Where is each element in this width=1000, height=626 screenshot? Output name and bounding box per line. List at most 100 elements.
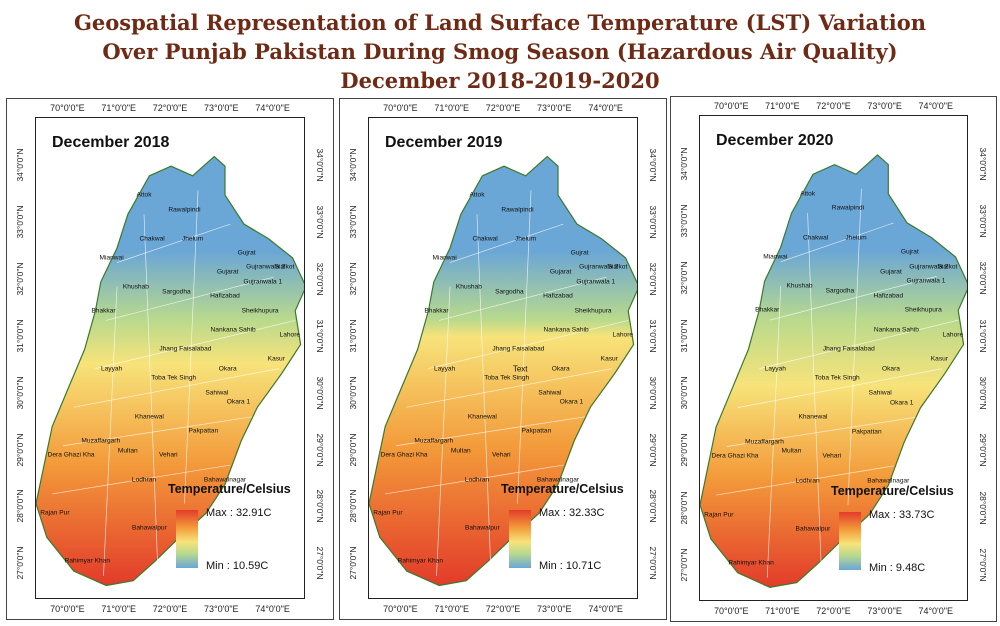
district-label: Nankana Sahib	[210, 326, 256, 334]
longitude-tick-label: 73°0'0"E	[537, 604, 572, 614]
punjab-boundary	[369, 155, 637, 587]
district-label: Gujarat	[549, 268, 572, 276]
latitude-tick-label: 31°0'0"N	[348, 319, 358, 353]
district-label: Hafizabad	[543, 292, 573, 300]
district-label: Dera Ghazi Kha	[711, 452, 759, 460]
longitude-tick-label: 70°0'0"E	[50, 103, 85, 113]
longitude-tick-label: 71°0'0"E	[434, 103, 469, 113]
district-label: Rajan Pur	[373, 509, 403, 517]
latitude-tick-label: 28°0'0"N	[679, 491, 689, 525]
district-label: Jhelum	[845, 234, 867, 241]
district-label: Nankana Sahib	[873, 326, 919, 334]
longitude-tick-label: 70°0'0"E	[50, 604, 85, 614]
legend-min-label: Min : 10.71C	[539, 560, 602, 572]
longitude-tick-label: 71°0'0"E	[765, 101, 800, 111]
latitude-tick-label: 32°0'0"N	[648, 262, 658, 296]
longitude-tick-label: 72°0'0"E	[816, 606, 851, 616]
district-label: Pakpattan	[521, 427, 552, 435]
latitude-tick-label: 32°0'0"N	[348, 262, 358, 296]
latitude-tick-label: 27°0'0"N	[679, 548, 689, 582]
district-label: Sahiwal	[868, 389, 892, 397]
district-label: Lodhran	[795, 477, 820, 484]
longitude-tick-label: 70°0'0"E	[383, 604, 418, 614]
district-label: Rawalpindi	[501, 206, 534, 214]
latitude-tick-label: 27°0'0"N	[315, 546, 325, 580]
latitude-tick-label: 31°0'0"N	[978, 319, 988, 353]
district-label: Rawalpindi	[831, 204, 865, 212]
district-boundary	[716, 465, 894, 496]
stray-text-label: Text	[512, 364, 528, 374]
district-label: Gujranwala 2	[909, 263, 949, 271]
longitude-tick-label: 71°0'0"E	[101, 604, 136, 614]
district-boundary	[737, 368, 943, 408]
district-label: Faisalabad	[512, 345, 545, 353]
district-label: Okara 1	[226, 398, 251, 406]
latitude-tick-label: 28°0'0"N	[978, 491, 988, 525]
district-label: Sialkot	[607, 263, 628, 271]
district-label: Sargodha	[825, 287, 855, 295]
district-boundary	[184, 190, 199, 504]
longitude-tick-label: 72°0'0"E	[485, 103, 521, 113]
latitude-tick-label: 27°0'0"N	[978, 548, 988, 582]
district-label: Rahimyar Khan	[728, 559, 774, 567]
latitude-tick-label: 30°0'0"N	[15, 376, 25, 410]
legend-title: Temperature/Celsius	[831, 484, 954, 498]
district-boundary	[143, 214, 158, 562]
district-label: Pakpattan	[851, 428, 882, 436]
district-label: Jhang	[822, 345, 841, 353]
title-line-1: Geospatial Representation of Land Surfac…	[73, 10, 927, 35]
longitude-tick-label: 74°0'0"E	[918, 606, 953, 616]
district-label: Hafizabad	[873, 292, 904, 300]
longitude-tick-label: 73°0'0"E	[867, 101, 902, 111]
map-panel-2: 70°0'0"E 70°0'0"E 71°0'0"E 71°0'0"E 72°0'0"E…	[339, 98, 667, 620]
district-label: Bhakkar	[424, 307, 449, 315]
district-label: Sheikhupura	[241, 307, 279, 315]
district-label: Layyah	[433, 365, 456, 373]
punjab-boundary	[700, 154, 967, 589]
district-label: Kasur	[600, 355, 618, 363]
district-label: Sialkot	[937, 263, 958, 271]
district-boundary	[769, 276, 937, 321]
longitude-tick-label: 72°0'0"E	[152, 604, 188, 614]
latitude-tick-label: 30°0'0"N	[315, 376, 325, 410]
district-boundary	[780, 222, 894, 263]
district-boundary	[106, 276, 274, 321]
district-label: Sheikhupura	[904, 306, 942, 314]
longitude-tick-label: 71°0'0"E	[765, 606, 800, 616]
latitude-tick-label: 33°0'0"N	[679, 204, 689, 238]
district-label: Khushab	[786, 282, 813, 290]
lst-raster-map	[700, 154, 967, 589]
district-label: Lahore	[279, 331, 301, 339]
panel-heading: December 2020	[716, 132, 834, 149]
legend-min-label: Min : 9.48C	[869, 562, 926, 574]
district-label: Bahawalpur	[464, 524, 500, 532]
district-boundary	[385, 464, 564, 495]
longitude-tick-label: 74°0'0"E	[918, 101, 953, 111]
district-label: Vehari	[491, 451, 511, 459]
district-label: Bhakkar	[755, 306, 780, 314]
district-label: Gujranwala 1	[576, 278, 616, 286]
latitude-tick-label: 32°0'0"N	[315, 262, 325, 296]
district-label: Okara	[551, 365, 570, 373]
district-label: Multan	[450, 447, 471, 455]
latitude-tick-label: 32°0'0"N	[978, 261, 988, 295]
district-label: Toba Tek Singh	[484, 374, 530, 382]
district-boundary	[436, 286, 451, 576]
latitude-tick-label: 28°0'0"N	[15, 489, 25, 523]
longitude-tick-label: 74°0'0"E	[588, 103, 623, 113]
district-label: Layyah	[764, 365, 786, 373]
title-line-2: Over Punjab Pakistan During Smog Season …	[102, 39, 898, 64]
longitude-tick-label: 72°0'0"E	[152, 103, 188, 113]
district-label: Sheikhupura	[574, 307, 612, 315]
latitude-tick-label: 27°0'0"N	[648, 546, 658, 580]
legend-max-label: Max : 32.33C	[539, 507, 605, 519]
district-boundary	[766, 286, 782, 578]
longitude-tick-label: 70°0'0"E	[713, 606, 749, 616]
district-boundary	[807, 213, 822, 564]
legend-title: Temperature/Celsius	[168, 482, 291, 496]
latitude-tick-label: 27°0'0"N	[348, 546, 358, 580]
district-label: Lodhran	[464, 476, 490, 483]
district-boundary	[52, 464, 231, 495]
legend-color-ramp	[176, 510, 198, 568]
latitude-tick-label: 27°0'0"N	[15, 546, 25, 580]
